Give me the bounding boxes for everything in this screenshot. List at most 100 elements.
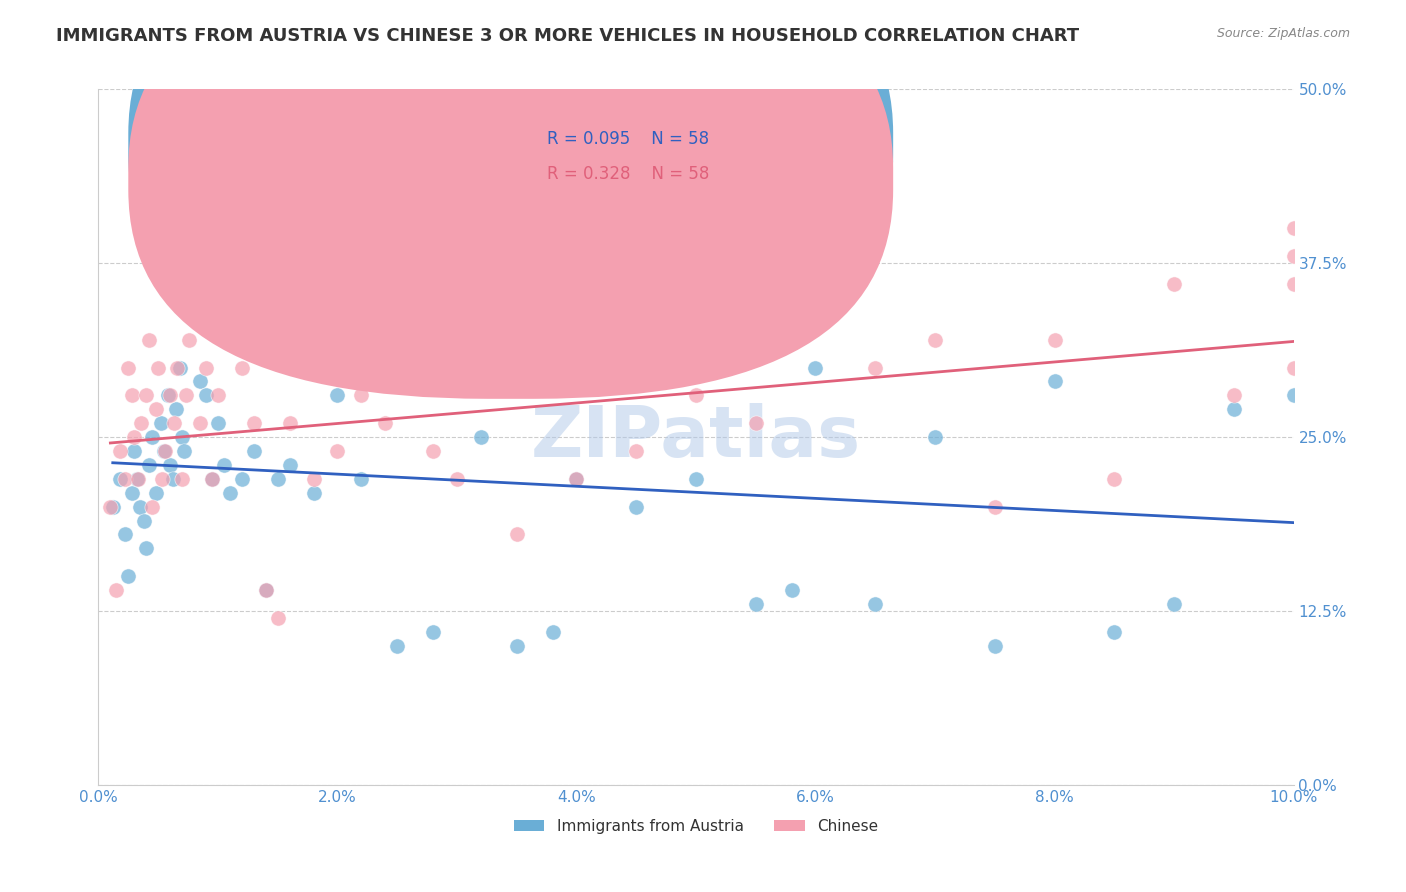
Point	[470, 430, 492, 444]
Point	[195, 388, 218, 402]
Point	[626, 444, 648, 458]
Point	[105, 583, 128, 598]
Point	[219, 333, 242, 347]
Point	[1104, 624, 1126, 639]
Point	[169, 360, 191, 375]
Point	[422, 624, 444, 639]
FancyBboxPatch shape	[128, 0, 893, 364]
Point	[162, 472, 184, 486]
Point	[173, 444, 195, 458]
Point	[98, 500, 122, 514]
Point	[1282, 360, 1305, 375]
Point	[1223, 402, 1246, 417]
Point	[231, 472, 253, 486]
Point	[129, 500, 152, 514]
Point	[865, 360, 887, 375]
Point	[114, 527, 136, 541]
Point	[278, 416, 301, 430]
Point	[165, 402, 187, 417]
FancyBboxPatch shape	[457, 113, 815, 211]
Point	[201, 472, 224, 486]
Point	[745, 597, 768, 611]
Point	[1163, 597, 1185, 611]
Point	[350, 388, 373, 402]
Point	[149, 416, 172, 430]
Point	[138, 333, 160, 347]
Point	[212, 458, 235, 472]
Point	[150, 472, 173, 486]
Text: R = 0.095    N = 58: R = 0.095 N = 58	[547, 130, 709, 148]
Point	[254, 583, 277, 598]
Point	[172, 472, 194, 486]
Point	[924, 333, 946, 347]
Point	[685, 472, 707, 486]
Point	[398, 360, 420, 375]
Point	[166, 360, 188, 375]
Point	[156, 388, 179, 402]
Point	[135, 541, 157, 556]
Point	[1282, 221, 1305, 235]
Text: ZIPatlas: ZIPatlas	[531, 402, 860, 472]
Point	[865, 597, 887, 611]
Point	[117, 360, 139, 375]
Point	[138, 458, 160, 472]
Point	[254, 583, 277, 598]
Point	[804, 305, 827, 319]
Point	[159, 388, 181, 402]
Point	[141, 500, 163, 514]
Point	[207, 416, 229, 430]
Point	[446, 472, 468, 486]
Point	[179, 333, 201, 347]
Point	[141, 430, 163, 444]
Point	[172, 430, 194, 444]
Point	[626, 500, 648, 514]
Point	[565, 472, 588, 486]
Point	[121, 485, 143, 500]
Point	[1163, 277, 1185, 291]
Point	[127, 472, 149, 486]
Point	[506, 639, 529, 653]
Point	[506, 527, 529, 541]
Point	[1043, 375, 1066, 389]
Point	[183, 263, 205, 277]
Point	[302, 472, 325, 486]
Point	[984, 500, 1007, 514]
Point	[374, 416, 396, 430]
Point	[183, 277, 205, 291]
Point	[148, 360, 170, 375]
Point	[231, 360, 253, 375]
Point	[302, 485, 325, 500]
Point	[132, 514, 155, 528]
Point	[326, 388, 349, 402]
Point	[470, 360, 492, 375]
Point	[243, 416, 266, 430]
Point	[326, 444, 349, 458]
Point	[565, 472, 588, 486]
Point	[201, 472, 224, 486]
Point	[924, 430, 946, 444]
Point	[685, 388, 707, 402]
Point	[278, 458, 301, 472]
Point	[984, 639, 1007, 653]
Point	[385, 639, 409, 653]
Point	[1282, 249, 1305, 263]
Point	[153, 444, 176, 458]
Point	[745, 416, 768, 430]
Point	[174, 388, 197, 402]
Text: R = 0.328    N = 58: R = 0.328 N = 58	[547, 165, 709, 183]
Point	[121, 388, 143, 402]
Point	[1282, 388, 1305, 402]
Point	[125, 472, 148, 486]
Legend: Immigrants from Austria, Chinese: Immigrants from Austria, Chinese	[508, 813, 884, 840]
Point	[124, 430, 146, 444]
Point	[108, 444, 131, 458]
Point	[1043, 333, 1066, 347]
Point	[350, 472, 373, 486]
Point	[589, 152, 612, 166]
Point	[1223, 388, 1246, 402]
Point	[145, 402, 167, 417]
Point	[267, 472, 290, 486]
Point	[195, 360, 218, 375]
Point	[541, 624, 564, 639]
Point	[780, 583, 803, 598]
